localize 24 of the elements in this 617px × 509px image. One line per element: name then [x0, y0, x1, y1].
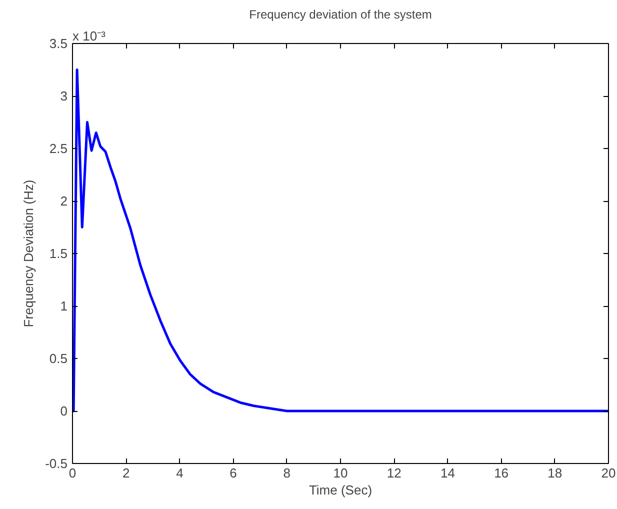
- y-tick-label: 1.5: [49, 246, 68, 261]
- y-tick-label: 3: [60, 88, 68, 104]
- x-tick-label: 14: [440, 466, 455, 480]
- text: x 10⁻³: [72, 28, 106, 44]
- y-tick-label: 2.5: [49, 141, 68, 156]
- y-tick-label: 1: [60, 298, 68, 314]
- y-tick-label: -0.5: [45, 456, 68, 471]
- x-tick-label: 18: [548, 466, 562, 480]
- y-tick-label: 3.5: [49, 36, 68, 51]
- x-tick-label: 12: [386, 466, 402, 480]
- x-tick-label: 4: [176, 466, 184, 480]
- chart-title: Frequency deviation of the system: [249, 8, 432, 22]
- y-axis-title: Frequency Deviation (Hz): [21, 180, 36, 328]
- y-tick-label: 2: [60, 194, 68, 208]
- x-axis-title: Time (Sec): [308, 482, 372, 498]
- y-tick-label: 0: [60, 404, 68, 418]
- x-tick-label: 2: [122, 466, 130, 480]
- x-tick-label: 20: [601, 466, 616, 480]
- x-tick-label: 16: [494, 466, 509, 480]
- x-tick-label: 10: [333, 466, 348, 480]
- line-series: [72, 68, 608, 412]
- y-tick-label: 0.5: [49, 351, 68, 366]
- x-tick-label: 6: [230, 466, 237, 480]
- x-tick-label: 8: [283, 466, 291, 480]
